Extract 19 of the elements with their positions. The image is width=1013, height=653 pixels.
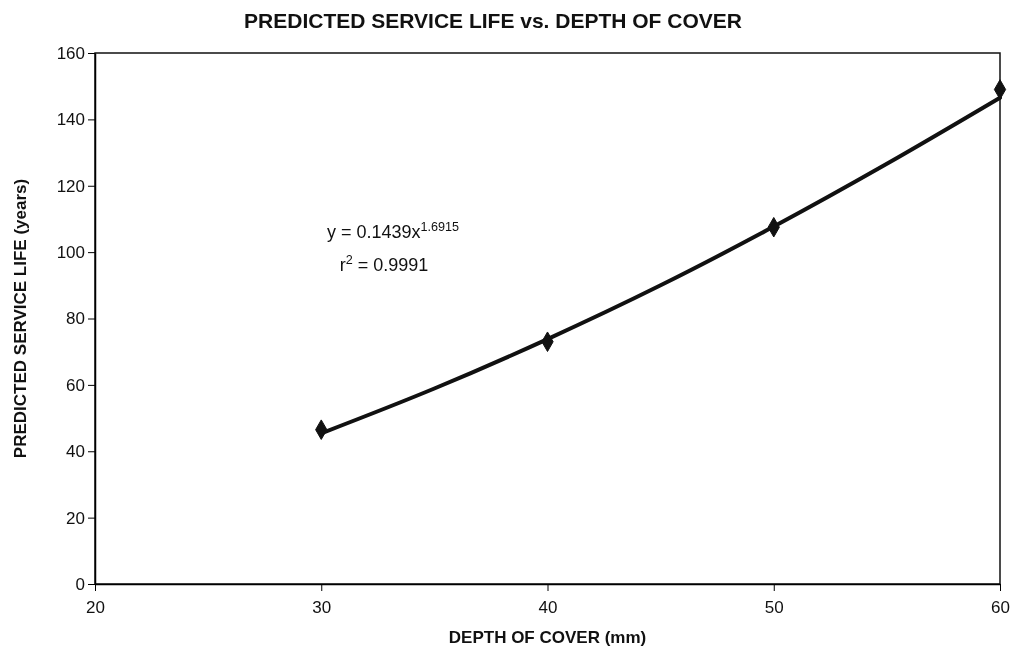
x-tick-label: 20 (86, 597, 105, 617)
chart-title: PREDICTED SERVICE LIFE vs. DEPTH OF COVER (244, 9, 742, 32)
y-axis-title: PREDICTED SERVICE LIFE (years) (11, 178, 30, 459)
x-tick-label: 40 (538, 597, 558, 617)
annotation: r$^{2}$ = 0.9991 (339, 253, 429, 275)
x-tick-label: 30 (312, 597, 332, 617)
x-tick-label: 50 (764, 597, 784, 617)
x-axis-title: DEPTH OF COVER (mm) (448, 628, 647, 647)
annotation: y = 0.1439x$^{1.6915}$ (326, 220, 460, 242)
y-tick-label: 20 (66, 508, 85, 528)
y-tick-label: 100 (56, 243, 85, 263)
x-tick-label: 60 (991, 597, 1010, 617)
y-tick-label: 140 (56, 110, 85, 130)
y-tick-label: 80 (66, 309, 85, 329)
y-tick-label: 60 (66, 375, 85, 395)
y-tick-label: 40 (66, 442, 85, 462)
y-tick-label: 120 (56, 176, 85, 196)
y-tick-label: 0 (75, 574, 85, 594)
y-tick-label: 160 (56, 43, 85, 63)
